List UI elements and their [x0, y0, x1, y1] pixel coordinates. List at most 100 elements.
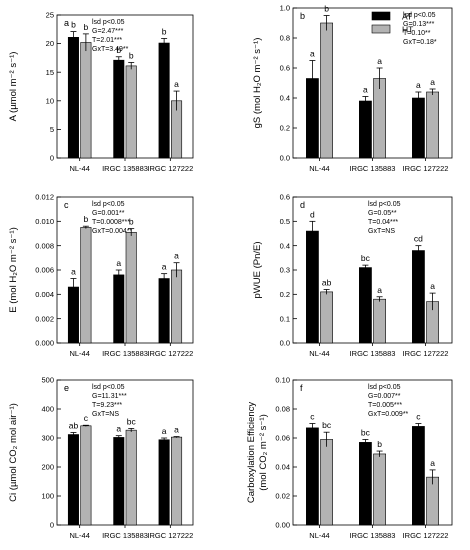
y-tick-label: 0.8	[280, 34, 290, 43]
x-category-label: IRGC 135883	[102, 349, 148, 358]
y-tick-label: 1.0	[280, 4, 290, 13]
x-category-label: NL-44	[309, 531, 329, 540]
significance-letter: a	[430, 458, 435, 468]
significance-letter: a	[71, 267, 76, 277]
y-tick-label: 0.6	[280, 64, 290, 73]
stats-line: GxT=NS	[92, 411, 119, 418]
stats-line: T=9.23***	[92, 402, 122, 409]
y-tick-label: 300	[41, 434, 54, 443]
bar-ht	[373, 298, 386, 344]
bar-at	[158, 42, 170, 159]
significance-letter: a	[162, 262, 167, 272]
stats-line: lsd p<0.05	[368, 201, 401, 208]
legend: AT HT	[371, 11, 413, 35]
chart-panel-c: 0.000 0.002 0.004 0.006 0.008 0.010 0.012 E (mo…	[8, 193, 194, 358]
y-tick-label: 0.000	[35, 339, 54, 348]
chart-panel-e: 0 100 200 300 400 500 Ci (µmol CO₂ mol air⁻¹) N…	[8, 376, 194, 540]
bar-ht	[80, 42, 92, 159]
y-tick-label: 0.6	[280, 193, 290, 202]
y-tick-label: 0.0	[280, 154, 290, 163]
significance-letter: a	[377, 285, 382, 295]
x-category-label: NL-44	[69, 349, 89, 358]
stats-line: GxT=3.49**	[92, 46, 129, 53]
stats-line: G=0.05**	[368, 210, 397, 217]
bar-at	[306, 427, 319, 526]
y-axis-label: Carboxylation Efficiency	[246, 402, 257, 503]
bar-ht	[125, 429, 137, 526]
x-category-label: IRGC 135883	[350, 531, 396, 540]
stats-line: G=0.007**	[368, 393, 401, 400]
x-category-label: IRGC 127222	[147, 531, 193, 540]
y-tick-label: 0.002	[35, 314, 54, 323]
y-tick-label: 0.4	[280, 241, 290, 250]
significance-letter: b	[129, 50, 134, 60]
bar-at	[412, 97, 425, 159]
bar-at	[412, 426, 425, 526]
significance-letter: a	[377, 56, 382, 66]
y-tick-label: 20	[46, 39, 54, 48]
significance-letter: bc	[127, 416, 137, 426]
y-axis-label: A (µmol m⁻² s⁻¹)	[8, 52, 19, 122]
bar-at	[67, 434, 79, 526]
x-category-label: IRGC 127222	[403, 349, 449, 358]
y-tick-label: 0.04	[275, 463, 290, 472]
x-category-label: NL-44	[69, 531, 89, 540]
panel-letter: f	[300, 383, 303, 393]
x-category-label: IRGC 127222	[147, 349, 193, 358]
y-tick-label: 0.06	[275, 434, 290, 443]
x-category-label: NL-44	[309, 164, 329, 173]
bar-ht	[373, 453, 386, 526]
legend-swatch-at	[371, 11, 391, 21]
stats-line: lsd p<0.05	[92, 201, 125, 208]
significance-letter: c	[84, 413, 89, 423]
y-tick-label: 500	[41, 376, 54, 385]
stats-line: lsd p<0.05	[92, 384, 125, 391]
bar-at	[113, 59, 125, 159]
stats-line: lsd p<0.05	[403, 12, 436, 19]
y-tick-label: 25	[46, 11, 54, 20]
x-category-label: IRGC 127222	[403, 164, 449, 173]
y-tick-label: 0.2	[280, 290, 290, 299]
legend-label: AT	[402, 12, 412, 22]
significance-letter: ab	[322, 277, 332, 287]
y-tick-label: 0.4	[280, 94, 290, 103]
bar-ht	[171, 269, 183, 344]
legend-label: HT	[402, 25, 413, 35]
panel-letter: e	[64, 383, 69, 393]
significance-letter: a	[116, 424, 121, 434]
x-category-label: IRGC 135883	[102, 531, 148, 540]
bar-ht	[125, 231, 137, 344]
y-tick-label: 15	[46, 68, 54, 77]
y-tick-label: 10	[46, 96, 54, 105]
y-tick-label: 0.004	[35, 290, 54, 299]
x-category-label: IRGC 135883	[350, 349, 396, 358]
y-tick-label: 0.3	[280, 266, 290, 275]
significance-letter: b	[377, 439, 382, 449]
stats-line: G=0.13***	[403, 21, 435, 28]
stats-line: lsd p<0.05	[368, 384, 401, 391]
bar-ht	[125, 65, 137, 159]
y-axis-label: Ci (µmol CO₂ mol air⁻¹)	[8, 403, 19, 502]
y-tick-label: 0.00	[275, 521, 290, 530]
stats-line: T=0.005***	[368, 402, 402, 409]
y-axis-label: gS (mol H₂O m⁻² s⁻¹)	[252, 38, 263, 129]
panel-letter: a	[64, 18, 69, 28]
y-tick-label: 0.0	[280, 339, 290, 348]
x-category-label: IRGC 135883	[350, 164, 396, 173]
significance-letter: a	[416, 80, 421, 90]
significance-letter: a	[174, 79, 179, 89]
y-tick-label: 0.006	[35, 266, 54, 275]
y-tick-label: 0.5	[280, 217, 290, 226]
significance-letter: a	[162, 426, 167, 436]
stats-line: lsd p<0.05	[92, 19, 125, 26]
y-tick-label: 0.012	[35, 193, 54, 202]
significance-letter: b	[162, 26, 167, 36]
bar-at	[113, 437, 125, 526]
bar-ht	[320, 22, 333, 159]
bar-at	[158, 439, 170, 526]
stats-line: T=2.01***	[92, 37, 122, 44]
stats-line: G=11.31***	[92, 393, 127, 400]
legend-swatch-ht	[371, 24, 391, 34]
